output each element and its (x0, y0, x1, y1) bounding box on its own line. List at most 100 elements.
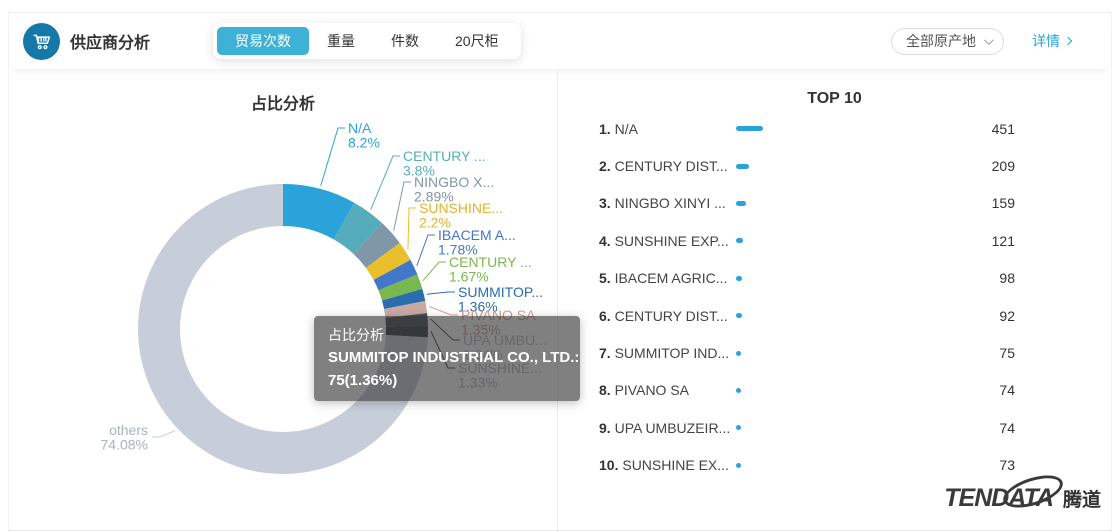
donut-slice-0[interactable] (283, 184, 355, 240)
label-leader-line (426, 291, 455, 295)
bar-track (736, 275, 975, 281)
supplier-name: 10. SUNSHINE EX... (599, 457, 729, 474)
slice-pct-label: 1.67% (449, 269, 489, 285)
top10-row[interactable]: 5. IBACEM AGRIC... 98 (558, 260, 1111, 297)
details-label: 详情 (1032, 33, 1060, 49)
metric-tab-1[interactable]: 重量 (327, 33, 355, 49)
metric-tab-2[interactable]: 件数 (391, 33, 419, 49)
origin-filter-value: 全部原产地 (906, 33, 976, 49)
value-bar (736, 425, 741, 431)
logo-chinese: 腾道 (1062, 489, 1101, 511)
slice-pct-label: 1.36% (458, 299, 498, 315)
top10-row[interactable]: 10. SUNSHINE EX... 73 (558, 447, 1111, 484)
slice-name-label: IBACEM A... (438, 227, 516, 243)
slice-pct-label: 2.2% (419, 215, 451, 231)
value-label: 209 (991, 158, 1015, 175)
slice-name-label: SUMMITOP... (458, 284, 543, 300)
value-bar (736, 275, 742, 281)
chevron-right-icon (1063, 36, 1073, 46)
bar-track (736, 163, 975, 169)
supplier-name: 6. CENTURY DIST... (599, 307, 728, 324)
donut-slice-3[interactable] (365, 242, 411, 280)
supplier-name: 1. N/A (599, 120, 638, 137)
tooltip-supplier: SUMMITOP INDUSTRIAL CO., LTD.: (328, 349, 580, 366)
donut-slice-1[interactable] (333, 202, 383, 254)
top10-row[interactable]: 3. NINGBO XINYI ... 159 (558, 185, 1111, 222)
value-bar (736, 387, 741, 393)
supplier-name: 9. UPA UMBUZEIR... (599, 419, 731, 436)
slice-pct-label: 1.78% (438, 242, 478, 258)
shopping-cart-icon (23, 22, 60, 60)
bar-track (736, 313, 975, 319)
value-label: 121 (991, 232, 1015, 249)
value-label: 75 (999, 345, 1015, 362)
donut-slice-4[interactable] (373, 259, 418, 291)
top10-row[interactable]: 8. PIVANO SA 74 (558, 372, 1111, 409)
details-link[interactable]: 详情 (1032, 31, 1073, 51)
value-label: 74 (999, 382, 1015, 399)
metric-tab-0[interactable]: 贸易次数 (217, 27, 309, 55)
label-leader-line (422, 261, 446, 282)
bar-track (736, 425, 975, 431)
content-area: 占比分析 N/A 8.2% CENTURY ... 3.8% NINGBO X... 2.… (9, 69, 1111, 532)
label-leader-line (370, 155, 400, 210)
slice-name-label: SUNSHINE... (419, 200, 503, 216)
bar-track (736, 126, 975, 132)
label-leader-line (393, 181, 411, 231)
top10-row[interactable]: 2. CENTURY DIST... 209 (558, 147, 1111, 184)
slice-pct-label: 2.89% (414, 189, 454, 205)
donut-slice-6[interactable] (381, 288, 426, 310)
tendata-logo: TENDATA 腾道 (944, 469, 1101, 524)
value-label: 73 (999, 457, 1015, 474)
logo-wordmark: TENDATA (944, 483, 1054, 512)
supplier-analysis-card: 供应商分析 贸易次数 重量 件数 20尺柜 全部原产地 详情 占比分析 N/A 8.2%… (8, 12, 1112, 532)
supplier-name: 3. NINGBO XINYI ... (599, 195, 726, 212)
value-bar (736, 163, 749, 169)
supplier-name: 2. CENTURY DIST... (599, 158, 728, 175)
slice-name-label: N/A (348, 120, 372, 136)
page-title: 供应商分析 (70, 35, 151, 52)
metric-tab-3[interactable]: 20尺柜 (455, 33, 499, 49)
supplier-name: 4. SUNSHINE EXP... (599, 232, 729, 249)
slice-pct-label: 3.8% (403, 163, 435, 179)
label-leader-line (429, 306, 458, 316)
top10-list: 1. N/A 451 2. CENTURY DIST... 209 3. NINGBO … (558, 110, 1111, 484)
label-leader-line (320, 127, 345, 187)
value-label: 451 (991, 120, 1015, 137)
top10-row[interactable]: 7. SUMMITOP IND... 75 (558, 334, 1111, 371)
value-bar (736, 462, 741, 468)
value-label: 92 (999, 307, 1015, 324)
donut-slice-2[interactable] (353, 223, 400, 268)
chart-tooltip: 占比分析 SUMMITOP INDUSTRIAL CO., LTD.: 75(1… (314, 316, 580, 401)
top10-row[interactable]: 4. SUNSHINE EXP... 121 (558, 222, 1111, 259)
module-header: 供应商分析 (9, 22, 209, 60)
label-leader-line (416, 234, 435, 266)
header-actions: 全部原产地 详情 (891, 27, 1111, 55)
supplier-name: 5. IBACEM AGRIC... (599, 270, 728, 287)
value-bar (736, 350, 741, 356)
supplier-name: 7. SUMMITOP IND... (599, 345, 730, 362)
supplier-name: 8. PIVANO SA (599, 382, 690, 399)
donut-slice-7[interactable] (384, 300, 428, 318)
top10-row[interactable]: 6. CENTURY DIST... 92 (558, 297, 1111, 334)
metric-tab-group: 贸易次数 重量 件数 20尺柜 (213, 23, 521, 59)
bar-track (736, 387, 975, 393)
origin-filter-select[interactable]: 全部原产地 (891, 27, 1004, 55)
chart-title: 占比分析 (250, 96, 315, 113)
donut-chart: N/A8.2%CENTURY ...3.8%NINGBO X...2.89%SU… (101, 120, 547, 475)
donut-slice-5[interactable] (378, 274, 423, 301)
slice-name-label: NINGBO X... (414, 174, 494, 190)
share-analysis-panel: 占比分析 N/A 8.2% CENTURY ... 3.8% NINGBO X... 2.… (9, 69, 558, 532)
value-label: 159 (991, 195, 1015, 212)
bar-track (736, 462, 975, 468)
bar-track (736, 200, 975, 206)
slice-name-label: CENTURY ... (403, 148, 486, 164)
top10-row[interactable]: 1. N/A 451 (558, 110, 1111, 147)
top10-row[interactable]: 9. UPA UMBUZEIR... 74 (558, 409, 1111, 446)
header-bar: 供应商分析 贸易次数 重量 件数 20尺柜 全部原产地 详情 (9, 13, 1111, 69)
slice-pct-label: 74.08% (101, 437, 148, 453)
value-bar (736, 238, 743, 244)
value-label: 98 (999, 270, 1015, 287)
label-leader-line (407, 207, 416, 250)
value-bar (736, 200, 746, 206)
